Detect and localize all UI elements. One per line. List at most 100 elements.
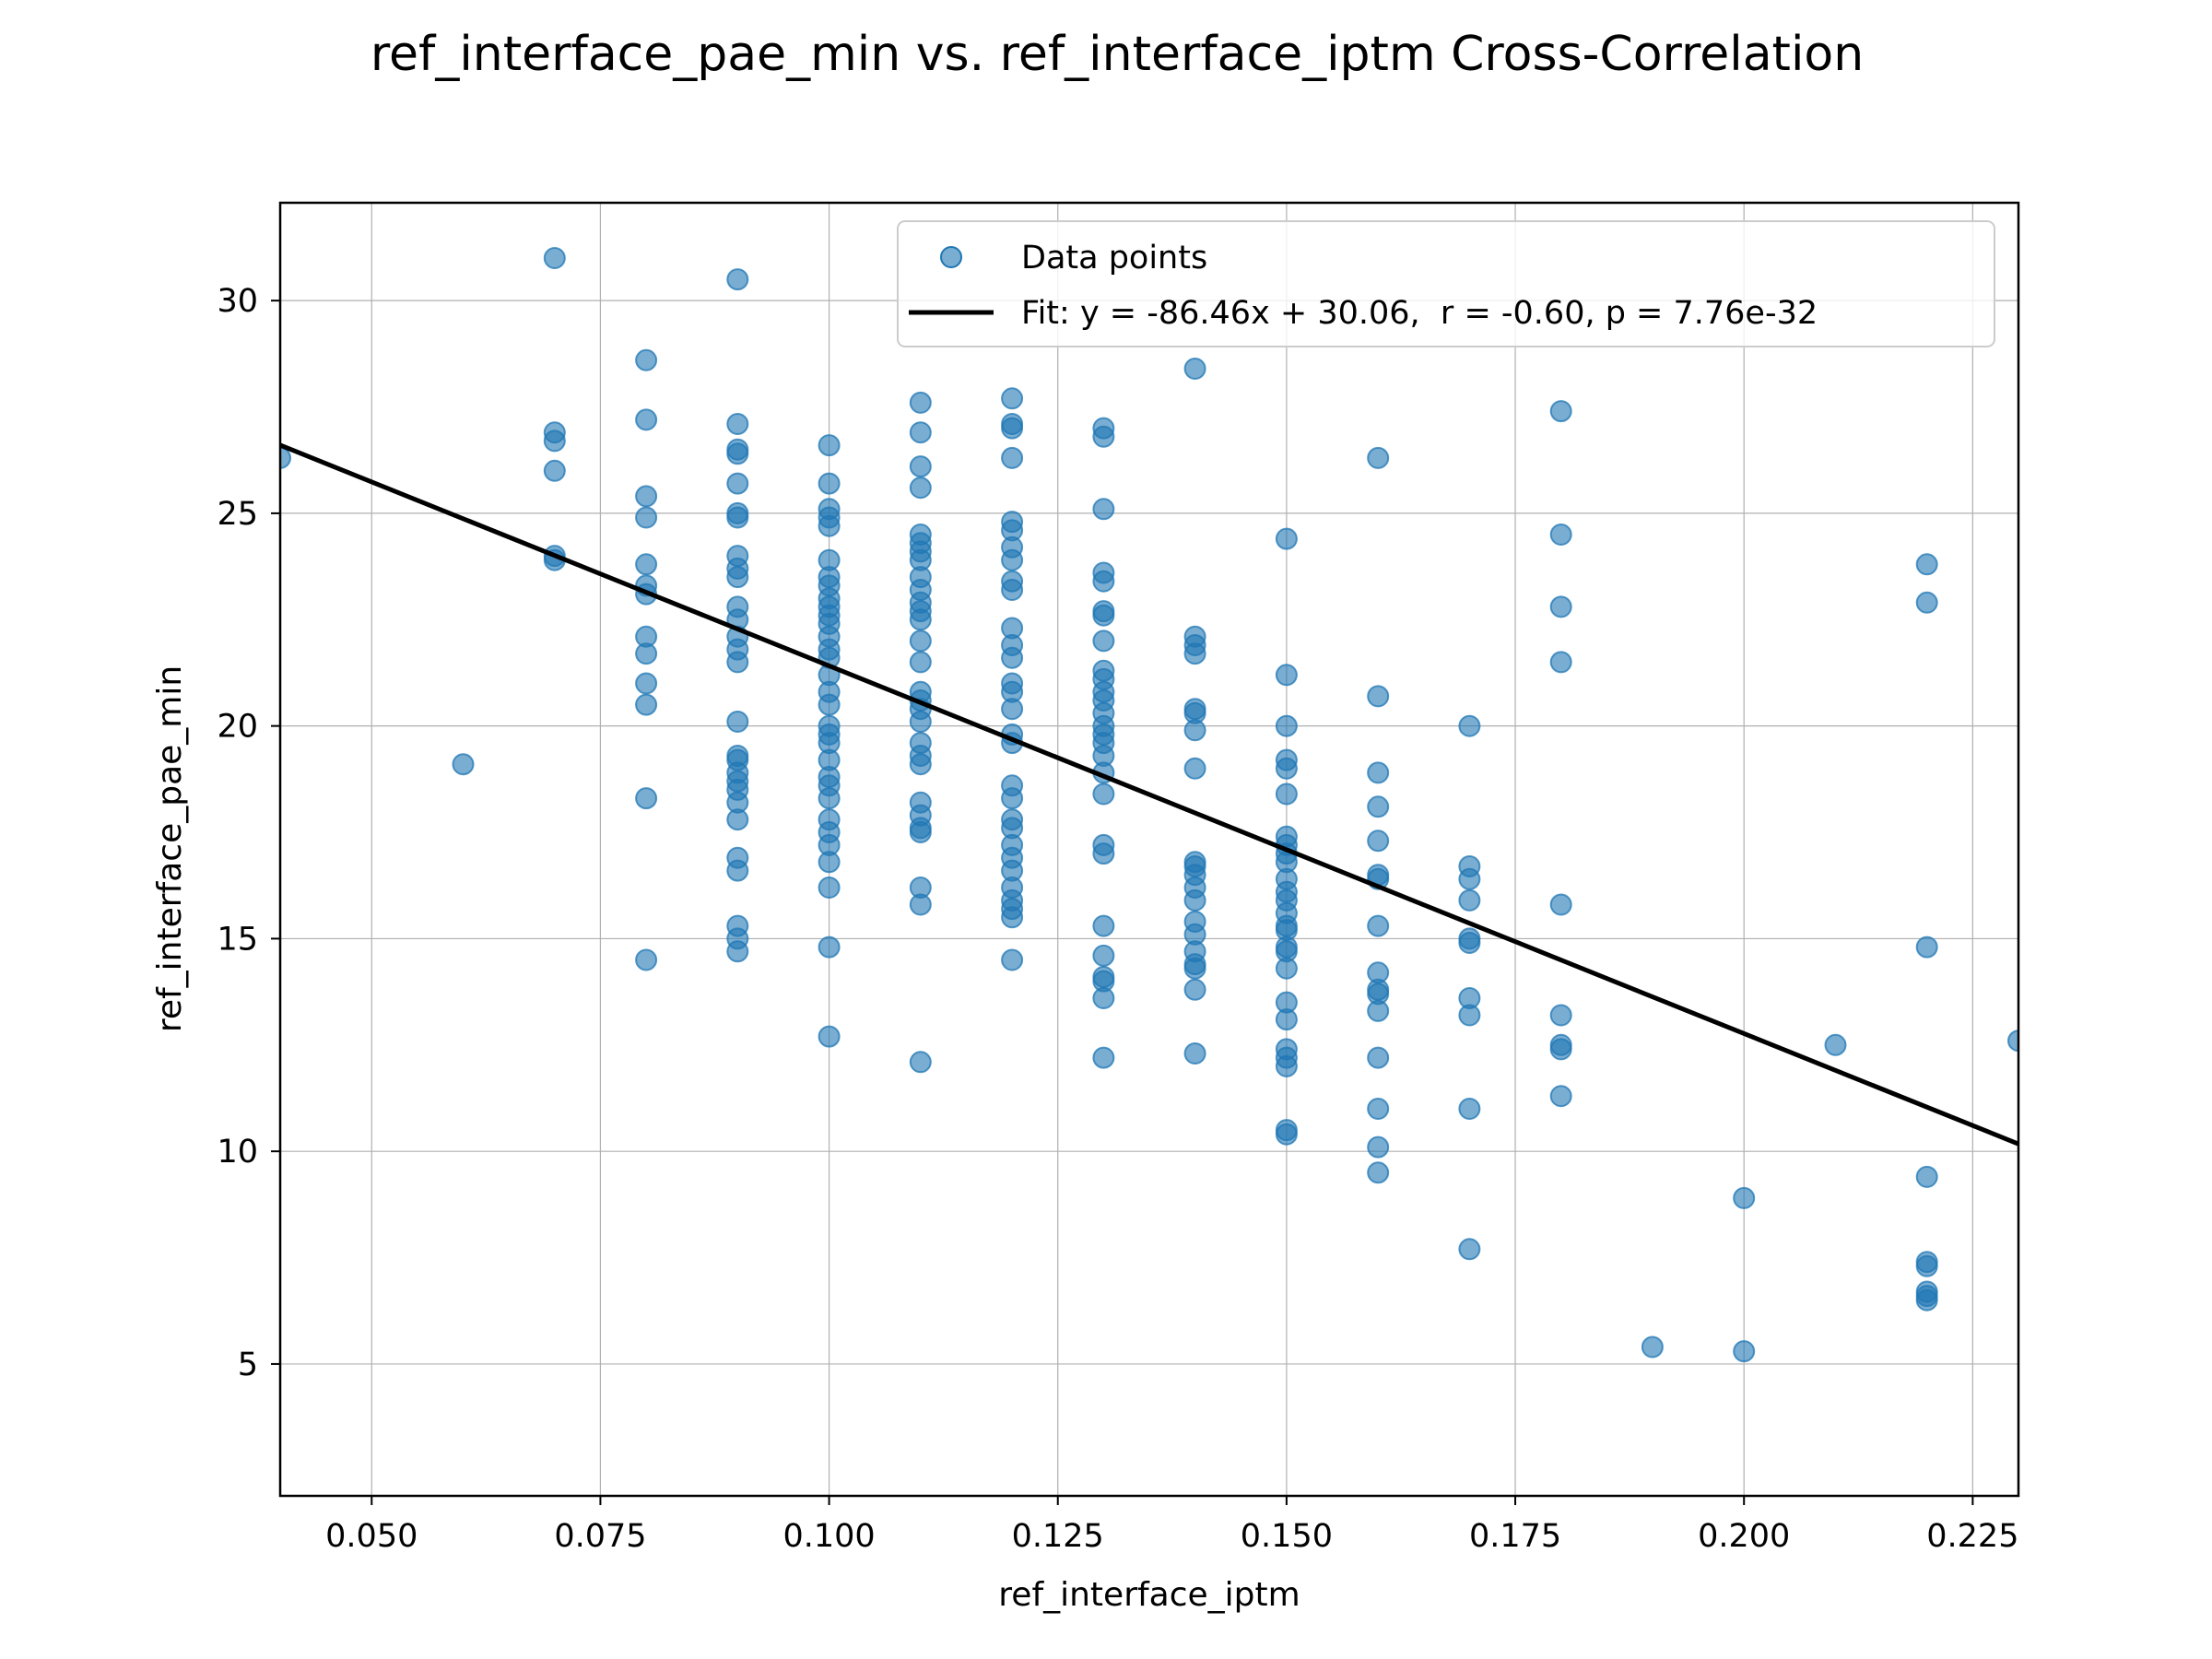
x-tick-label: 0.225 [1926,1518,2018,1555]
y-axis-ticks: 5 10 15 20 25 30 [217,283,280,1383]
data-point [1458,1098,1481,1120]
x-tick-label: 0.125 [1012,1518,1104,1555]
data-point [2007,1030,2018,1053]
data-point [726,506,749,529]
data-point [726,808,749,831]
y-axis-label: ref_interface_pae_min [151,665,189,1032]
data-point [909,477,932,500]
data-point [909,1051,932,1074]
data-point [1183,757,1206,780]
data-point [635,506,658,529]
y-tick-label: 15 [217,921,258,958]
x-tick-label: 0.200 [1698,1518,1790,1555]
data-point [1733,1340,1756,1363]
data-point [1367,1046,1390,1069]
data-point [1367,685,1390,708]
y-tick-label: 25 [217,496,258,533]
data-point [909,893,932,916]
data-point [726,940,749,963]
data-point [543,247,566,269]
x-tick-label: 0.050 [325,1518,418,1555]
data-point [909,391,932,414]
data-point [1458,888,1481,912]
data-point [818,434,841,457]
data-point [1549,400,1572,423]
data-point [1275,1123,1298,1146]
data-point [543,459,566,482]
data-point [1915,591,1938,614]
data-point [1001,579,1024,601]
data-point [818,787,841,810]
data-point [1458,932,1481,954]
chart-title: ref_interface_pae_min vs. ref_interface_… [371,27,1864,82]
data-point [1275,757,1298,780]
data-point [635,642,658,665]
data-point [818,514,841,537]
data-point [635,672,658,695]
x-tick-label: 0.175 [1469,1518,1561,1555]
data-point [1641,1335,1664,1359]
data-point [1275,714,1298,737]
data-point [909,821,932,843]
fit-line-group [280,442,2018,1147]
data-point [1549,893,1572,916]
data-point [635,787,658,810]
data-point [726,268,749,291]
data-point [1824,1033,1847,1056]
data-point [280,446,291,469]
data-point [726,859,749,882]
data-point [1001,787,1024,810]
data-point [635,408,658,431]
data-point [1915,1254,1938,1277]
x-axis-label: ref_interface_iptm [998,1576,1300,1614]
data-point [818,935,841,959]
data-point [909,651,932,674]
data-point [1367,999,1390,1022]
data-point [818,1025,841,1048]
data-point [1549,524,1572,546]
data-point [909,608,932,631]
data-point [1367,761,1390,784]
data-point [1367,795,1390,818]
data-point [909,421,932,444]
data-point [1367,1098,1390,1120]
data-point [1001,906,1024,929]
data-point [1092,1046,1115,1069]
plot-frame [278,201,2020,1498]
data-point [1367,830,1390,853]
x-tick-label: 0.100 [782,1518,875,1555]
x-tick-label: 0.150 [1241,1518,1333,1555]
y-tick-label: 10 [217,1134,258,1171]
data-point [1001,446,1024,469]
legend-label-fit: Fit: y = -86.46x + 30.06, r = -0.60, p =… [1021,295,1818,332]
data-point [818,693,841,716]
data-point [1275,527,1298,550]
x-axis-ticks: 0.050 0.075 0.100 0.125 0.150 0.175 0.200 0.225 [325,1496,2018,1555]
data-point [635,693,658,716]
data-point [635,553,658,576]
data-point [726,711,749,733]
data-point [1001,646,1024,669]
data-point [1275,664,1298,687]
data-point [1733,1186,1756,1209]
data-point [1549,651,1572,674]
legend-label-data-points: Data points [1021,240,1207,276]
data-point [1001,387,1024,410]
data-point [1092,629,1115,653]
data-point [1001,948,1024,971]
data-point [1001,548,1024,571]
data-point [1915,935,1938,959]
data-point [1367,1161,1390,1184]
data-point [1458,1238,1481,1261]
data-point [1549,1004,1572,1027]
data-point [543,429,566,453]
data-point [1458,867,1481,890]
data-point [1367,914,1390,937]
data-point [726,651,749,674]
y-tick-label: 20 [217,709,258,746]
data-point [1092,842,1115,865]
legend: Data points Fit: y = -86.46x + 30.06, r … [897,220,1995,347]
data-point [726,442,749,465]
data-point [1183,957,1206,980]
data-point [1092,604,1115,627]
